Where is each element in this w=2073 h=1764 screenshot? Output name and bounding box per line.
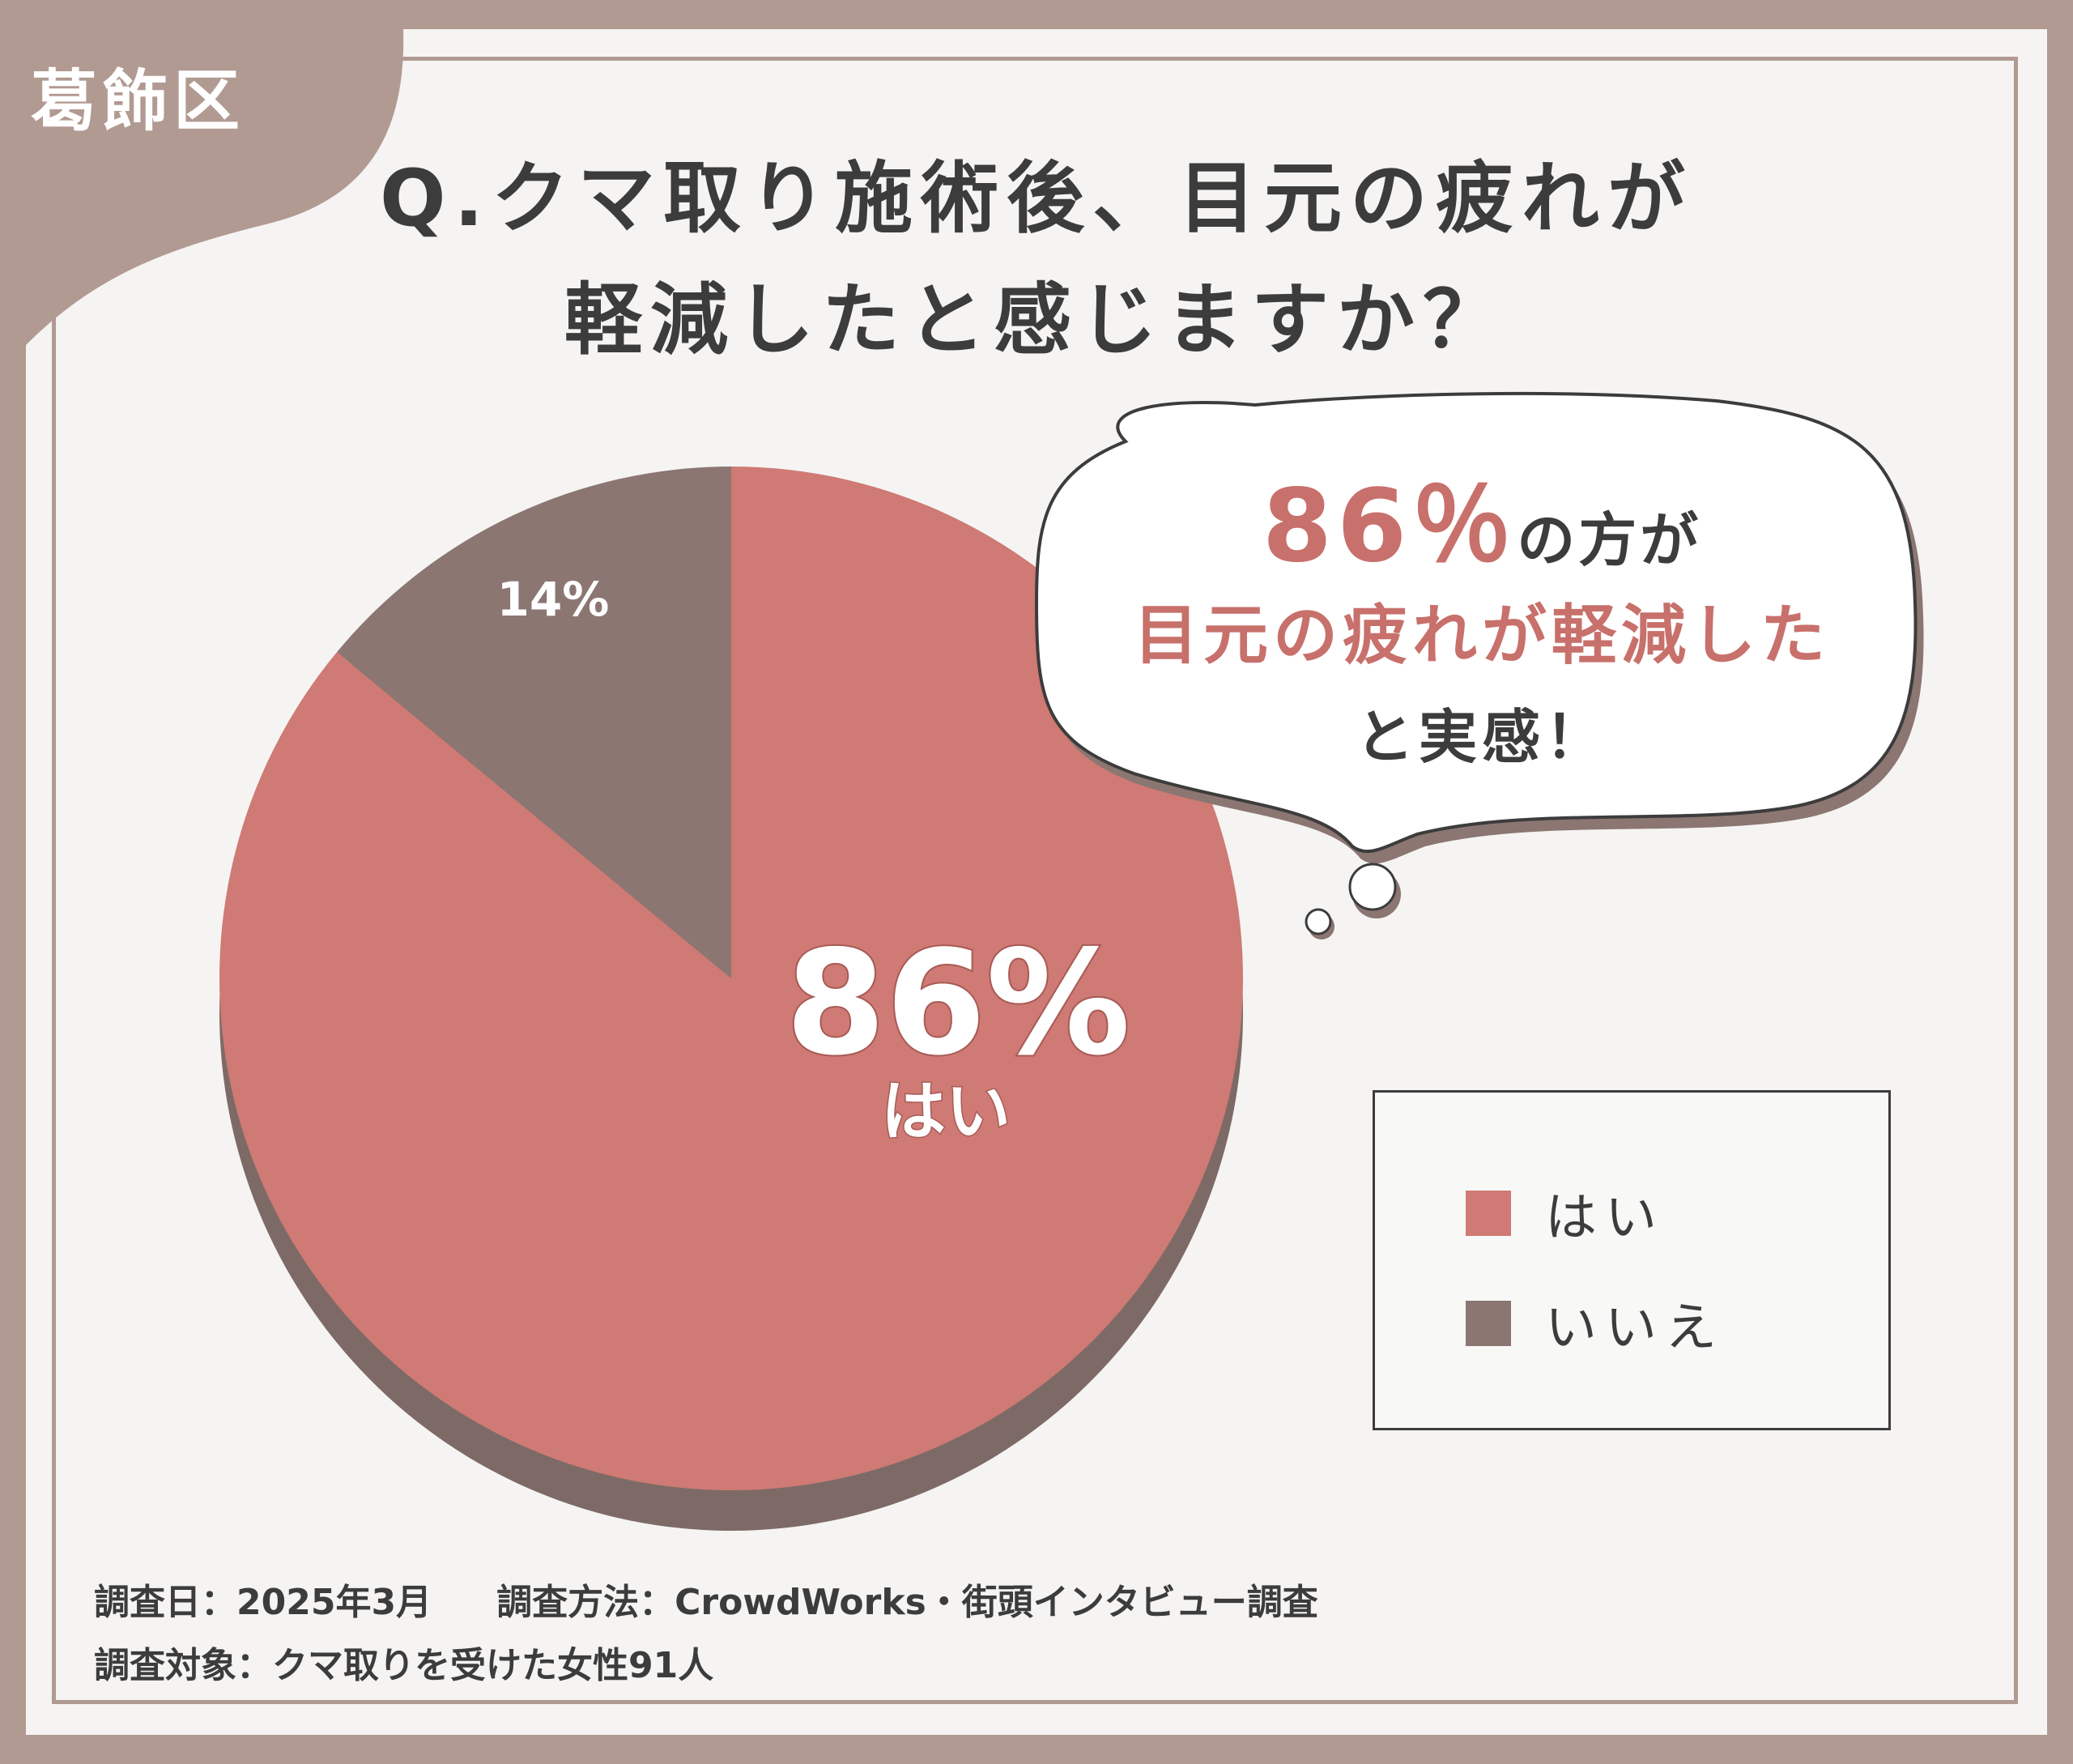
slice-label-yes: 86% [785,919,1130,1087]
legend-swatch-no [1466,1301,1511,1346]
callout-percent: 86％ [1262,468,1518,585]
slice-label-no: 14% [497,572,610,627]
callout-line-3: と実感！ [1355,703,1608,771]
bubble-dot-small [1305,908,1332,935]
legend-item-yes: はい [1466,1187,1665,1248]
survey-date: 調査日：2025年3月 [94,1582,432,1623]
callout-line-1-suffix: の方が [1517,506,1702,574]
question-line-2: 軽減したと感じますか？ [564,275,1509,365]
survey-method: 調査方法：CrowdWorks・街頭インタビュー調査 [496,1582,1318,1623]
callout-text: 86％の方が 目元の疲れが軽減した と実感！ [1061,470,1903,786]
thought-bubble [1034,391,1924,940]
pie-slices [219,467,1243,1490]
legend: はい いいえ [1373,1090,1891,1430]
district-label: 葛飾区 [31,63,245,140]
legend-label-no: いいえ [1545,1298,1725,1358]
callout-line-1: 86％の方が [1061,470,1903,583]
pie-slice-yes [219,467,1243,1490]
district-tab-shape [26,29,404,345]
survey-target: 調査対象：クマ取りを受けた女性91人 [94,1645,714,1686]
inner-frame [52,57,2018,1704]
footer-line-1: 調査日：2025年3月 調査方法：CrowdWorks・街頭インタビュー調査 [94,1571,1318,1634]
pie-slice-no [337,467,731,978]
legend-swatch-yes [1466,1191,1511,1236]
bubble-dot-large [1348,863,1397,911]
slice-caption-yes: はい [881,1074,1011,1149]
question-line-1: Q.クマ取り施術後、目元の疲れが [379,153,1694,244]
question-title: Q.クマ取り施術後、目元の疲れが 軽減したと感じますか？ [0,138,2073,381]
survey-footer: 調査日：2025年3月 調査方法：CrowdWorks・街頭インタビュー調査 調査… [94,1571,1318,1698]
card-background [26,29,404,345]
bubble-body [1034,391,1918,854]
legend-item-no: いいえ [1466,1297,1725,1358]
legend-label-yes: はい [1545,1188,1665,1248]
callout-line-2: 目元の疲れが軽減した [1134,598,1830,673]
